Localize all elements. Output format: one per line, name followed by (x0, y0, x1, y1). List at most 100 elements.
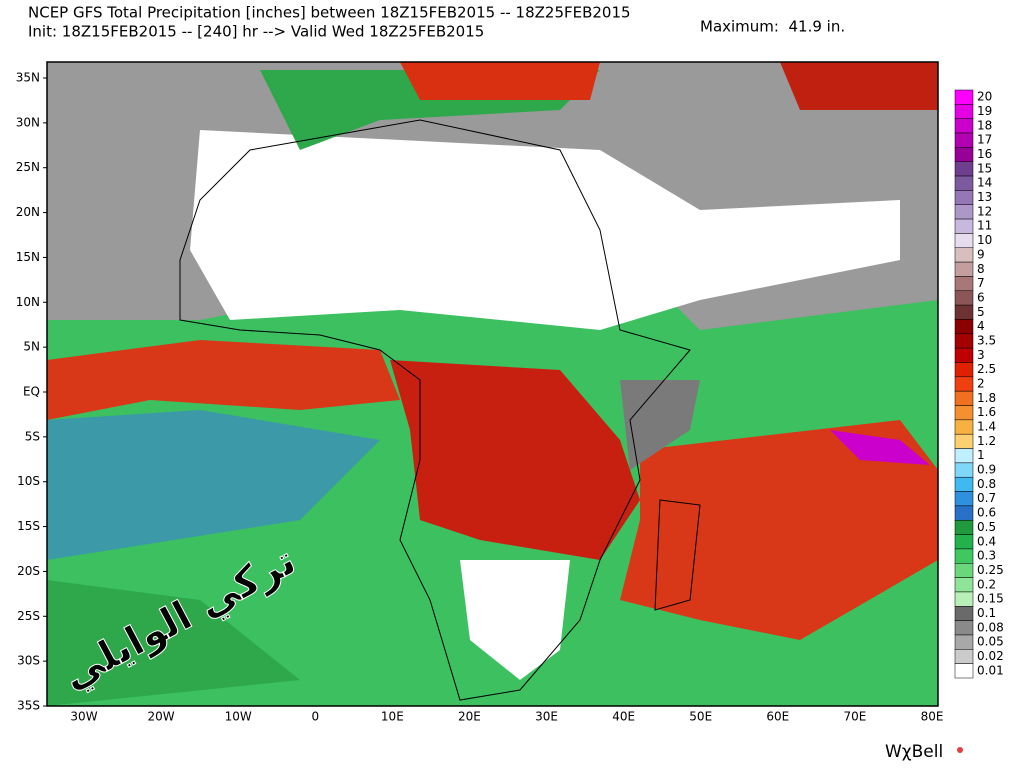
legend-label: 19 (977, 104, 992, 118)
legend-label: 1.4 (977, 420, 996, 434)
legend-label: 0.5 (977, 520, 996, 534)
lat-labels: 35N 30N 25N 20N 15N 10N 5N EQ 5S 10S 15S 20S 25S 30S 3… (16, 71, 47, 713)
legend-swatch (954, 591, 974, 607)
legend-label: 18 (977, 118, 992, 132)
lat-label: 10S (17, 474, 40, 488)
brand-dot (957, 747, 963, 753)
legend-swatch (954, 147, 974, 162)
lon-label: 40E (612, 710, 635, 724)
legend-label: 11 (977, 219, 992, 233)
sahara (190, 130, 900, 330)
lon-label: 10E (381, 710, 404, 724)
legend-label: 3 (977, 348, 985, 362)
color-legend: 20191817161514131211109876543.532.521.81… (954, 90, 1004, 679)
lon-label: 30E (535, 710, 558, 724)
legend-label: 10 (977, 233, 992, 247)
congo-red (390, 360, 640, 560)
lat-label: 35N (16, 71, 40, 85)
legend-swatch (954, 534, 974, 550)
med-red (400, 62, 600, 100)
legend-label: 15 (977, 161, 992, 175)
legend-label: 17 (977, 133, 992, 147)
map-field (47, 62, 938, 706)
legend-label: 1.8 (977, 391, 996, 405)
legend-label: 6 (977, 290, 985, 304)
legend-swatch (954, 290, 974, 306)
legend-swatch (954, 347, 974, 363)
legend-swatch (954, 563, 974, 578)
legend-label: 0.9 (977, 463, 996, 477)
legend-swatch (954, 606, 974, 621)
legend-label: 2 (977, 377, 985, 391)
horn-gray (620, 380, 700, 470)
lat-label: EQ (23, 385, 40, 399)
legend-label: 0.7 (977, 491, 996, 505)
lon-label: 30W (70, 710, 97, 724)
lat-label: 20N (16, 205, 40, 219)
max-magenta (830, 430, 930, 465)
legend-swatch (954, 476, 974, 492)
itcz-red (47, 340, 400, 420)
maximum: Maximum: 41.9 in. (700, 18, 845, 36)
legend-swatch (954, 649, 974, 664)
lat-label: 20S (17, 564, 40, 578)
legend-label: 2.5 (977, 362, 996, 376)
legend-swatch (954, 104, 974, 119)
legend-label: 0.08 (977, 620, 1004, 634)
south-atlantic (47, 580, 300, 706)
legend-swatch (954, 218, 974, 234)
lon-label: 70E (843, 710, 866, 724)
legend-swatch (954, 132, 974, 148)
legend-label: 12 (977, 204, 992, 218)
legend-label: 7 (977, 276, 985, 290)
legend-label: 8 (977, 262, 985, 276)
lon-label: 20E (458, 710, 481, 724)
lat-label: 35S (17, 699, 40, 713)
legend-swatch (954, 304, 974, 320)
title: NCEP GFS Total Precipitation [inches] be… (28, 4, 631, 22)
legend-label: 14 (977, 176, 992, 190)
legend-label: 0.1 (977, 606, 996, 620)
legend-swatch (954, 319, 974, 335)
legend-label: 4 (977, 319, 985, 333)
legend-swatch (954, 634, 974, 650)
lon-labels: 30W 20W 10W 0 10E 20E 30E 40E 50E 60E 70E 80E (70, 710, 943, 724)
map-frame (46, 61, 939, 707)
init-line: Init: 18Z15FEB2015 -- [240] hr --> Valid… (28, 23, 484, 41)
lat-label: 30S (17, 654, 40, 668)
legend-swatch (954, 419, 974, 435)
legend-swatch (954, 577, 974, 593)
legend-label: 1.2 (977, 434, 996, 448)
legend-swatch (954, 505, 974, 521)
indian-red (620, 420, 938, 640)
legend-label: 1 (977, 448, 985, 462)
legend-label: 0.15 (977, 592, 1004, 606)
legend-label: 0.2 (977, 577, 996, 591)
lat-label: 30N (16, 115, 40, 129)
lon-label: 80E (921, 710, 944, 724)
legend-label: 9 (977, 247, 985, 261)
legend-label: 13 (977, 190, 992, 204)
lat-label: 5N (23, 340, 40, 354)
legend-label: 16 (977, 147, 992, 161)
legend-label: 3.5 (977, 333, 996, 347)
legend-swatch (954, 448, 974, 464)
south-africa-dry (460, 560, 570, 680)
legend-label: 0.3 (977, 549, 996, 563)
lat-label: 5S (25, 429, 40, 443)
legend-label: 20 (977, 90, 992, 104)
legend-swatch (954, 333, 974, 349)
legend-swatch (954, 663, 974, 679)
legend-label: 0.01 (977, 663, 1004, 677)
legend-swatch (954, 462, 974, 478)
legend-label: 0.8 (977, 477, 996, 491)
lat-label: 10N (16, 295, 40, 309)
lon-label: 60E (766, 710, 789, 724)
legend-swatch (954, 233, 974, 249)
legend-label: 0.25 (977, 563, 1004, 577)
madagascar (654, 499, 701, 611)
legend-swatch (954, 276, 974, 292)
lon-label: 50E (689, 710, 712, 724)
